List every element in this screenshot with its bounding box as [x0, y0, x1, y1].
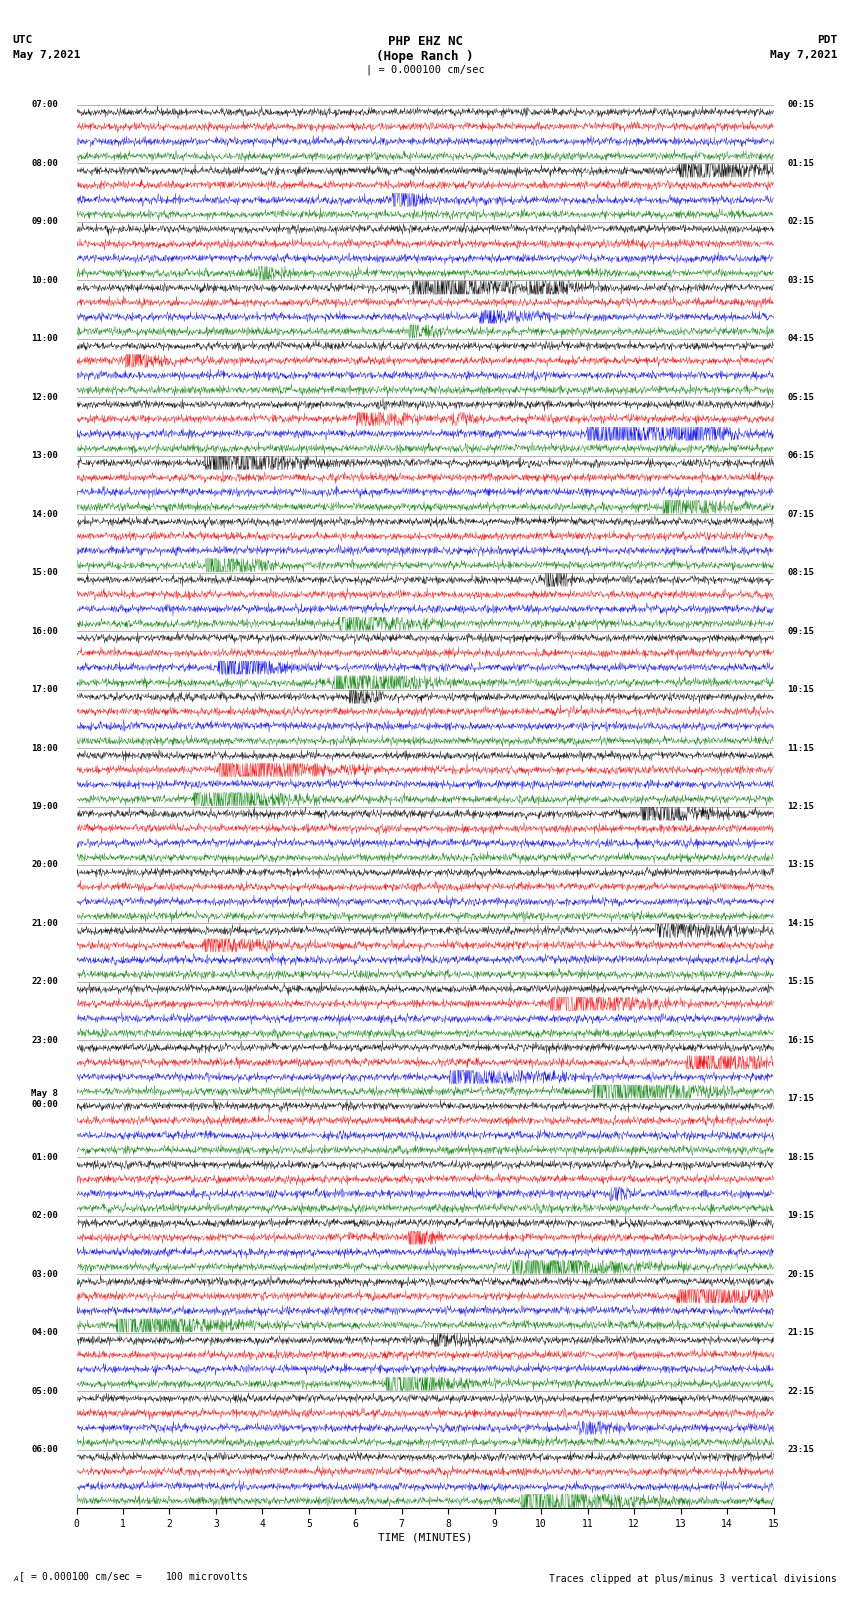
Text: 04:00: 04:00: [31, 1327, 58, 1337]
Text: 04:15: 04:15: [787, 334, 814, 344]
Text: 08:00: 08:00: [31, 158, 58, 168]
Text: 09:15: 09:15: [787, 626, 814, 636]
Text: (Hope Ranch ): (Hope Ranch ): [377, 50, 473, 63]
Text: 23:00: 23:00: [31, 1036, 58, 1045]
Text: 19:00: 19:00: [31, 802, 58, 811]
Text: 13:15: 13:15: [787, 860, 814, 869]
Text: 13:00: 13:00: [31, 452, 58, 460]
Text: 20:00: 20:00: [31, 860, 58, 869]
Text: May 7,2021: May 7,2021: [13, 50, 80, 60]
Text: 22:15: 22:15: [787, 1387, 814, 1395]
Text: UTC: UTC: [13, 35, 33, 45]
Text: 12:15: 12:15: [787, 802, 814, 811]
Text: Traces clipped at plus/minus 3 vertical divisions: Traces clipped at plus/minus 3 vertical …: [549, 1574, 837, 1584]
Text: 21:00: 21:00: [31, 919, 58, 927]
Text: PHP EHZ NC: PHP EHZ NC: [388, 35, 462, 48]
Text: 05:15: 05:15: [787, 392, 814, 402]
Text: 01:00: 01:00: [31, 1153, 58, 1161]
Text: 11:15: 11:15: [787, 744, 814, 753]
Text: 07:15: 07:15: [787, 510, 814, 519]
Text: 15:15: 15:15: [787, 977, 814, 987]
Text: 14:15: 14:15: [787, 919, 814, 927]
Text: 18:15: 18:15: [787, 1153, 814, 1161]
Text: 00:15: 00:15: [787, 100, 814, 110]
Text: | = 0.000100 cm/sec: | = 0.000100 cm/sec: [366, 65, 484, 76]
Text: 17:15: 17:15: [787, 1094, 814, 1103]
Text: 18:00: 18:00: [31, 744, 58, 753]
Text: 03:00: 03:00: [31, 1269, 58, 1279]
Text: 02:00: 02:00: [31, 1211, 58, 1221]
Text: 06:00: 06:00: [31, 1445, 58, 1455]
Text: PDT: PDT: [817, 35, 837, 45]
Text: 10:15: 10:15: [787, 686, 814, 694]
Text: 19:15: 19:15: [787, 1211, 814, 1221]
Text: 05:00: 05:00: [31, 1387, 58, 1395]
Text: $_A$[ = 0.000100 cm/sec =    100 microvolts: $_A$[ = 0.000100 cm/sec = 100 microvolts: [13, 1569, 248, 1584]
Text: 07:00: 07:00: [31, 100, 58, 110]
Text: 16:00: 16:00: [31, 626, 58, 636]
Text: 15:00: 15:00: [31, 568, 58, 577]
Text: 22:00: 22:00: [31, 977, 58, 987]
Text: 14:00: 14:00: [31, 510, 58, 519]
Text: 10:00: 10:00: [31, 276, 58, 286]
Text: 21:15: 21:15: [787, 1327, 814, 1337]
Text: May 7,2021: May 7,2021: [770, 50, 837, 60]
Text: 06:15: 06:15: [787, 452, 814, 460]
Text: 09:00: 09:00: [31, 218, 58, 226]
Text: 11:00: 11:00: [31, 334, 58, 344]
Text: 01:15: 01:15: [787, 158, 814, 168]
X-axis label: TIME (MINUTES): TIME (MINUTES): [377, 1532, 473, 1542]
Text: 02:15: 02:15: [787, 218, 814, 226]
Text: 12:00: 12:00: [31, 392, 58, 402]
Text: 16:15: 16:15: [787, 1036, 814, 1045]
Text: 08:15: 08:15: [787, 568, 814, 577]
Text: 20:15: 20:15: [787, 1269, 814, 1279]
Text: 23:15: 23:15: [787, 1445, 814, 1455]
Text: 03:15: 03:15: [787, 276, 814, 286]
Text: May 8
00:00: May 8 00:00: [31, 1089, 58, 1108]
Text: 17:00: 17:00: [31, 686, 58, 694]
